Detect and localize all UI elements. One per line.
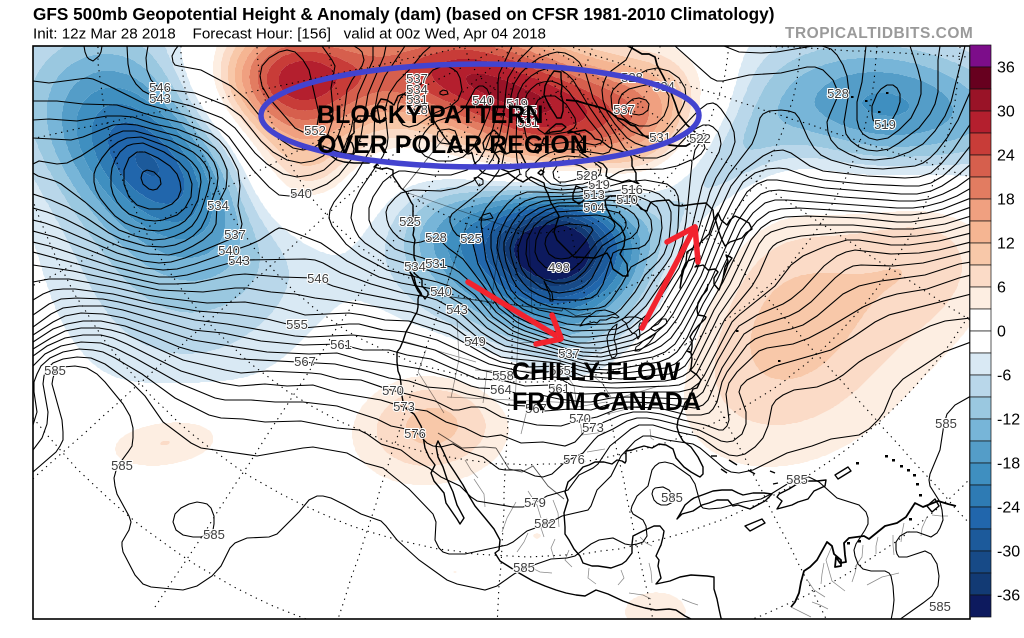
svg-text:522: 522 — [689, 131, 711, 146]
svg-text:546: 546 — [149, 80, 171, 95]
svg-text:525: 525 — [399, 214, 421, 229]
svg-text:543: 543 — [228, 253, 250, 268]
svg-text:540: 540 — [290, 186, 312, 201]
svg-text:558: 558 — [492, 368, 514, 383]
svg-text:531: 531 — [406, 92, 428, 107]
svg-text:585: 585 — [786, 472, 808, 487]
svg-text:GFS 500mb Geopotential Height: GFS 500mb Geopotential Height & Anomaly … — [33, 4, 774, 24]
svg-text:570: 570 — [382, 383, 404, 398]
svg-text:-12: -12 — [997, 412, 1020, 429]
svg-text:561: 561 — [330, 337, 352, 352]
svg-text:579: 579 — [524, 495, 546, 510]
svg-text:516: 516 — [621, 182, 643, 197]
svg-text:510: 510 — [616, 192, 638, 207]
svg-text:567: 567 — [294, 354, 316, 369]
svg-text:-24: -24 — [997, 500, 1020, 517]
svg-text:537: 537 — [613, 102, 635, 117]
svg-text:0: 0 — [997, 324, 1006, 341]
svg-text:573: 573 — [393, 399, 415, 414]
svg-text:12: 12 — [997, 236, 1015, 253]
svg-text:498: 498 — [548, 260, 570, 275]
svg-text:-30: -30 — [997, 544, 1020, 561]
svg-text:-36: -36 — [997, 588, 1020, 605]
svg-text:6: 6 — [997, 280, 1006, 297]
svg-text:525: 525 — [460, 231, 482, 246]
svg-text:528: 528 — [576, 168, 598, 183]
svg-text:555: 555 — [549, 363, 571, 378]
svg-text:540: 540 — [472, 93, 494, 108]
svg-text:504: 504 — [583, 200, 605, 215]
svg-text:TROPICALTIDBITS.COM: TROPICALTIDBITS.COM — [785, 25, 973, 42]
svg-text:534: 534 — [406, 82, 428, 97]
svg-text:24: 24 — [997, 148, 1015, 165]
svg-text:537: 537 — [558, 346, 580, 361]
svg-text:-6: -6 — [997, 368, 1011, 385]
svg-text:552: 552 — [304, 123, 326, 138]
svg-text:585: 585 — [513, 560, 535, 575]
svg-text:549: 549 — [464, 334, 486, 349]
svg-text:543: 543 — [446, 302, 468, 317]
svg-text:576: 576 — [404, 426, 426, 441]
svg-text:528: 528 — [425, 230, 447, 245]
svg-text:BLOCKY PATTERN: BLOCKY PATTERN — [317, 101, 543, 129]
svg-text:582: 582 — [534, 516, 556, 531]
svg-text:564: 564 — [490, 382, 512, 397]
svg-text:Init: 12z Mar 28 2018 Forec: Init: 12z Mar 28 2018 Forecast Hour: [15… — [33, 26, 546, 43]
svg-text:534: 534 — [207, 198, 229, 213]
svg-text:567: 567 — [525, 401, 547, 416]
svg-text:18: 18 — [997, 192, 1015, 209]
svg-text:585: 585 — [661, 490, 683, 505]
svg-text:528: 528 — [406, 102, 428, 117]
svg-text:519: 519 — [506, 96, 528, 111]
svg-text:525: 525 — [515, 103, 537, 118]
svg-text:576: 576 — [563, 452, 585, 467]
svg-text:585: 585 — [111, 458, 133, 473]
svg-text:573: 573 — [582, 420, 604, 435]
svg-text:546: 546 — [307, 271, 329, 286]
svg-text:-18: -18 — [997, 456, 1020, 473]
svg-text:534: 534 — [404, 259, 426, 274]
svg-text:537: 537 — [406, 71, 428, 86]
svg-text:36: 36 — [997, 60, 1015, 77]
svg-text:585: 585 — [203, 527, 225, 542]
svg-text:537: 537 — [224, 227, 246, 242]
svg-text:519: 519 — [874, 117, 896, 132]
svg-text:540: 540 — [430, 284, 452, 299]
svg-text:528: 528 — [827, 86, 849, 101]
svg-text:OVER POLAR REGION: OVER POLAR REGION — [317, 131, 588, 159]
svg-text:555: 555 — [286, 317, 308, 332]
svg-text:585: 585 — [935, 416, 957, 431]
svg-text:585: 585 — [44, 363, 66, 378]
svg-text:531: 531 — [425, 256, 447, 271]
svg-text:30: 30 — [997, 104, 1015, 121]
svg-text:561: 561 — [548, 381, 570, 396]
svg-text:540: 540 — [218, 243, 240, 258]
svg-text:522: 522 — [686, 130, 708, 145]
svg-text:513: 513 — [583, 187, 605, 202]
svg-text:585: 585 — [929, 599, 951, 614]
svg-text:FROM CANADA: FROM CANADA — [512, 388, 701, 416]
svg-text:570: 570 — [569, 411, 591, 426]
svg-text:519: 519 — [588, 177, 610, 192]
svg-text:531: 531 — [517, 115, 539, 130]
svg-text:543: 543 — [149, 91, 171, 106]
svg-text:CHILLY FLOW: CHILLY FLOW — [512, 358, 680, 386]
